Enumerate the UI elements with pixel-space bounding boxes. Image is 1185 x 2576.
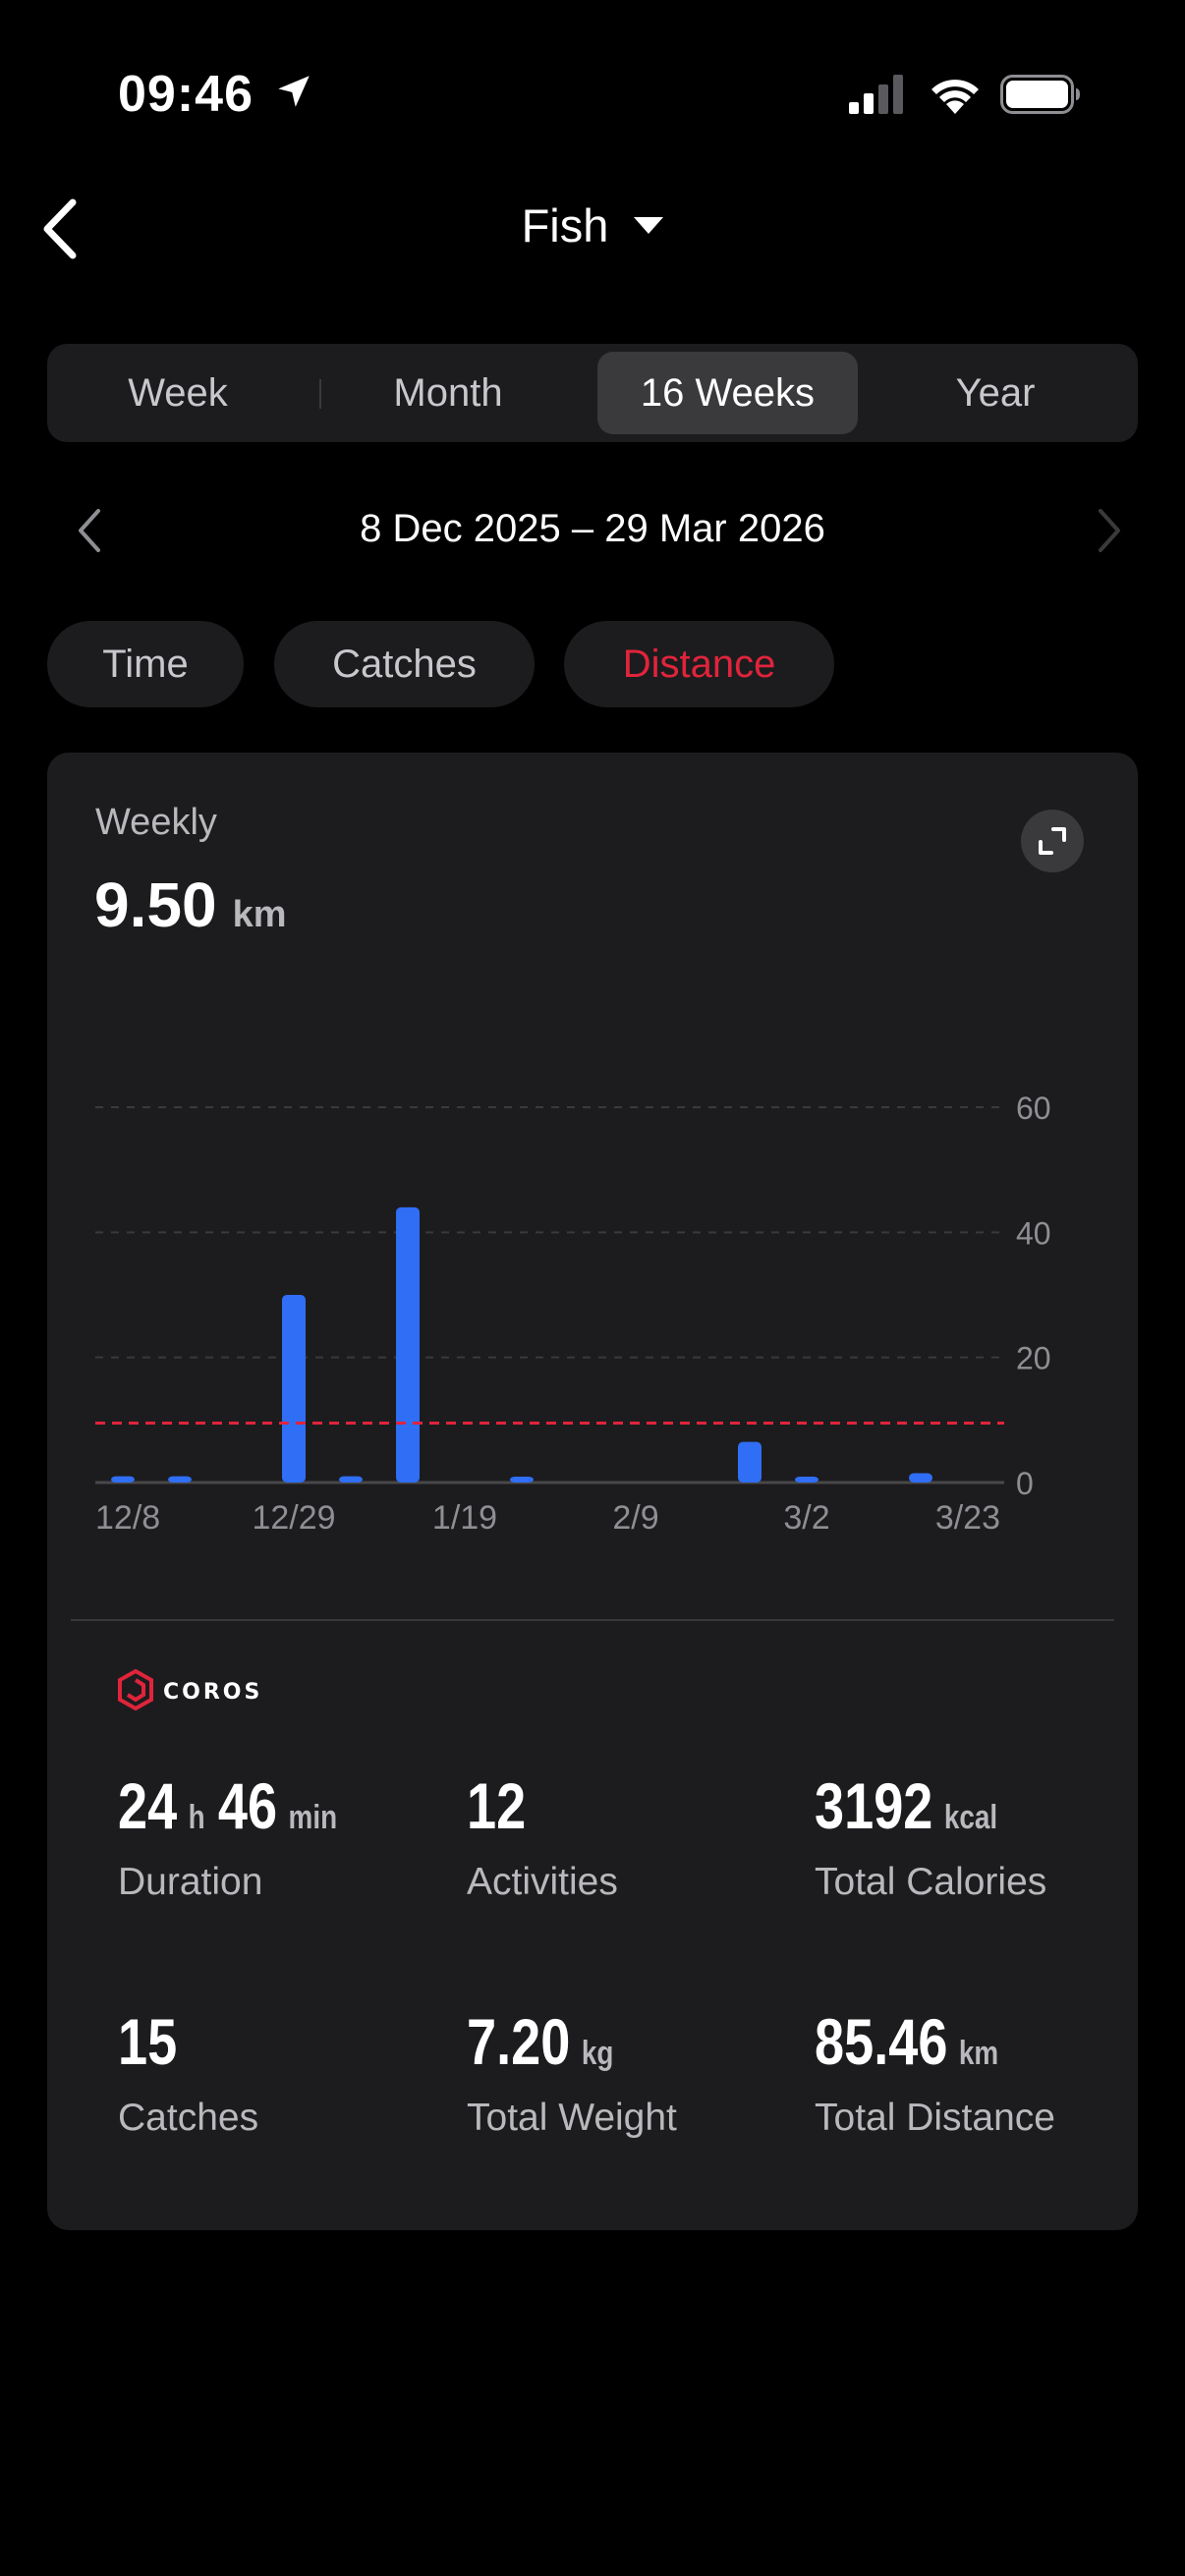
stat-number: 46 [217, 1769, 278, 1842]
chip-time[interactable]: Time [47, 621, 244, 707]
stat-number: 15 [118, 2005, 178, 2078]
bar-1/5 [339, 1476, 363, 1483]
segment-divider [319, 379, 321, 409]
summary-value-wrap: 9.50 km [94, 868, 286, 941]
stat-value: 7.20 kg [467, 2004, 626, 2079]
svg-text:COROS: COROS [163, 1680, 262, 1705]
x-tick-label: 3/2 [783, 1499, 829, 1537]
x-tick-label: 3/23 [935, 1499, 1000, 1537]
section-divider [71, 1619, 1114, 1621]
stat-label: Total Distance [815, 2097, 1055, 2139]
stat-number: 12 [467, 1769, 527, 1842]
bar-2/23 [738, 1441, 762, 1483]
stat-number: 24 [118, 1769, 178, 1842]
summary-unit: km [232, 894, 287, 935]
stat-value: 12 [467, 1768, 526, 1843]
bar-3/16 [909, 1473, 932, 1483]
bar-1/26 [510, 1477, 534, 1483]
x-tick-label: 2/9 [612, 1499, 658, 1537]
date-range-label: 8 Dec 2025 – 29 Mar 2026 [360, 507, 825, 550]
stat-number: 3192 [815, 1769, 933, 1842]
stat-value: 24 h 46 min [118, 1768, 350, 1843]
distance-bar-chart: 60 40 20 0 12/8 12/29 1/19 2/9 3/2 3/23 [95, 1091, 1051, 1537]
period-segmented-control: Week Month 16 Weeks Year [47, 344, 1138, 442]
y-tick-label: 60 [1016, 1091, 1051, 1126]
tab-16-weeks[interactable]: 16 Weeks [597, 352, 858, 434]
stat-value: 3192 kcal [815, 1768, 1010, 1843]
chip-distance[interactable]: Distance [564, 621, 834, 707]
bar-12/29 [282, 1295, 306, 1483]
y-tick-label: 40 [1016, 1215, 1051, 1251]
stat-value: 15 [118, 2004, 177, 2079]
summary-label: Weekly [95, 802, 217, 843]
stat-label: Total Calories [815, 1861, 1047, 1903]
bar-3/2 [795, 1477, 818, 1483]
dropdown-caret-icon [634, 217, 664, 235]
stat-label: Activities [467, 1861, 618, 1903]
status-time: 09:46 [118, 66, 254, 123]
cellular-signal-icon [849, 75, 903, 114]
stat-label: Catches [118, 2097, 259, 2139]
coros-logo: COROS [118, 1668, 262, 1711]
location-arrow-icon [278, 76, 310, 107]
stats-card [47, 753, 1138, 2230]
stat-number: 7.20 [467, 2005, 571, 2078]
page-title: Fish [521, 199, 609, 252]
activity-type-selector[interactable]: Fish [0, 198, 1185, 252]
x-tick-label: 12/29 [252, 1499, 335, 1537]
y-tick-label: 20 [1016, 1341, 1051, 1376]
x-tick-label: 12/8 [95, 1499, 160, 1537]
stat-label: Total Weight [467, 2097, 677, 2139]
stat-unit: h [188, 1799, 205, 1836]
prev-chevron-icon[interactable] [77, 507, 102, 554]
tab-month[interactable]: Month [393, 371, 503, 415]
summary-value: 9.50 [94, 869, 217, 940]
stat-label: Duration [118, 1861, 263, 1903]
stat-unit: min [288, 1799, 338, 1836]
stat-unit: kg [581, 2035, 614, 2072]
back-chevron-icon[interactable] [39, 196, 83, 261]
bar-12/15 [168, 1476, 192, 1483]
stat-unit: kcal [943, 1799, 998, 1836]
y-tick-label: 0 [1016, 1466, 1034, 1501]
tab-year[interactable]: Year [955, 371, 1036, 415]
x-tick-label: 1/19 [432, 1499, 497, 1537]
battery-icon [1000, 75, 1080, 114]
tab-week[interactable]: Week [128, 371, 228, 415]
chip-catches[interactable]: Catches [274, 621, 535, 707]
bar-1/12 [396, 1206, 420, 1483]
expand-icon[interactable] [1021, 810, 1084, 872]
stat-value: 85.46 km [815, 2004, 1011, 2079]
wifi-icon [931, 80, 979, 114]
next-chevron-icon[interactable] [1097, 507, 1122, 554]
bar-12/8 [111, 1476, 135, 1483]
stat-number: 85.46 [815, 2005, 948, 2078]
stat-unit: km [958, 2035, 999, 2072]
